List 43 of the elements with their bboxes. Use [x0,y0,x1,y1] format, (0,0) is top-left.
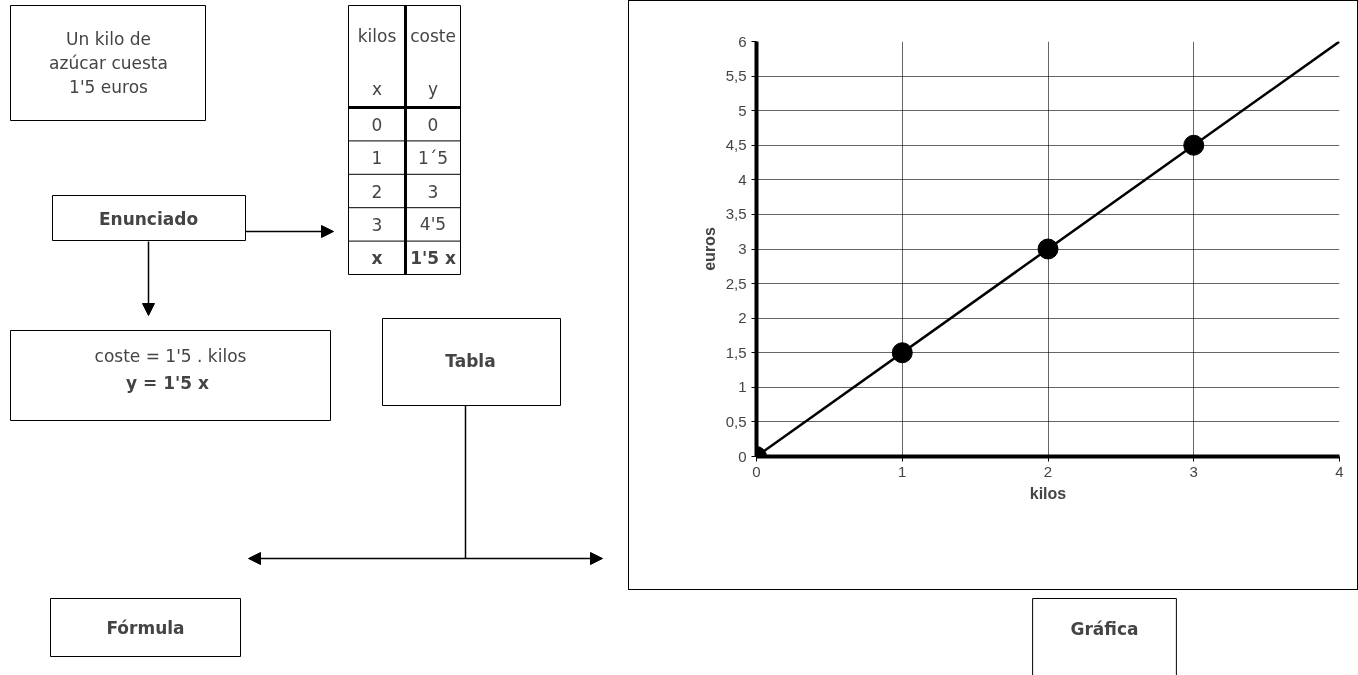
y-tick-label: 3,5 [725,205,747,223]
point [1037,238,1059,260]
y-tick-label: 1 [738,378,747,396]
y-axis-title: euros [700,227,718,271]
y-tick-label: 0 [738,447,747,465]
text: 1'5 x [410,247,456,268]
y-tick-label: 0,5 [725,412,747,430]
y-tick-label: 2,5 [725,274,747,292]
x-axis-title: kilos [1029,484,1067,502]
text: 4'5 [419,214,447,235]
y-tick-label: 4,5 [725,136,747,154]
text: x [371,78,383,99]
text: Enunciado [98,208,199,229]
x-tick-label: 0 [752,462,761,480]
text: 1 [371,148,383,169]
text: coste [410,25,456,46]
x-tick-label: 1 [898,462,907,480]
y-tick-label: 4 [738,170,747,188]
x-tick-label: 2 [1043,462,1053,480]
text: 1´5 [417,147,449,168]
y-tick-label: 2 [738,309,747,327]
text: Un kilo de azúcar cuesta 1'5 euros [49,28,168,97]
y-tick-label: 6 [738,32,747,50]
text: Fórmula [106,617,185,638]
text: 0 [427,114,439,135]
y-tick-label: 5 [738,101,747,119]
text: y = 1'5 x [126,372,210,393]
y-tick-label: 3 [738,240,747,257]
text: Gráfica [1070,618,1139,639]
text: x [371,247,383,268]
point [1183,134,1205,156]
text: 3 [427,181,439,202]
text: coste = 1'5 . kilos [94,345,247,366]
text: 2 [371,181,383,202]
y-tick-label: 5,5 [725,67,747,85]
x-tick-label: 3 [1189,462,1198,480]
text: kilos [357,25,397,46]
x-tick-label: 4 [1335,462,1344,480]
text: 0 [371,114,383,135]
y-tick-label: 1,5 [725,343,747,361]
text: y [427,78,439,99]
text: Tabla [445,350,496,371]
text: 3 [371,214,383,235]
